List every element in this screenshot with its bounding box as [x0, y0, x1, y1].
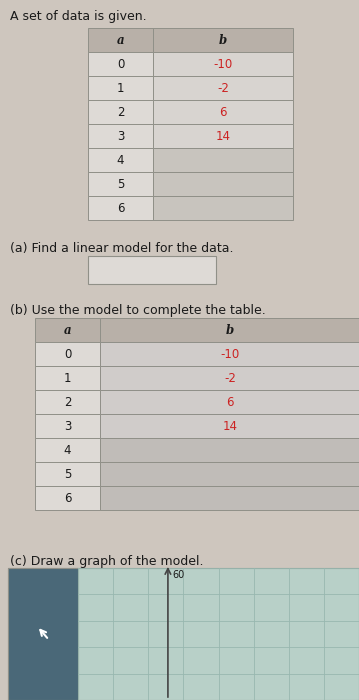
Bar — [88, 148, 153, 172]
Text: -2: -2 — [217, 81, 229, 94]
Text: 2: 2 — [64, 395, 71, 409]
Bar — [35, 366, 100, 390]
Text: 6: 6 — [226, 395, 234, 409]
Text: -10: -10 — [213, 57, 233, 71]
Bar — [88, 100, 153, 124]
Text: 3: 3 — [64, 419, 71, 433]
Bar — [88, 256, 216, 284]
Bar — [35, 390, 100, 414]
Bar — [35, 486, 100, 510]
Bar — [35, 414, 100, 438]
Text: (c) Draw a graph of the model.: (c) Draw a graph of the model. — [10, 555, 204, 568]
Text: 3: 3 — [117, 130, 124, 143]
Text: 1: 1 — [64, 372, 71, 384]
Bar — [35, 318, 100, 342]
Text: 6: 6 — [219, 106, 227, 118]
Text: 2: 2 — [117, 106, 124, 118]
Bar — [88, 196, 153, 220]
Bar — [100, 342, 359, 366]
Text: a: a — [117, 34, 124, 46]
Text: 14: 14 — [215, 130, 230, 143]
Bar — [35, 462, 100, 486]
Text: 4: 4 — [64, 444, 71, 456]
Text: 6: 6 — [64, 491, 71, 505]
Text: 4: 4 — [117, 153, 124, 167]
Text: 14: 14 — [223, 419, 238, 433]
Bar — [100, 366, 359, 390]
Text: A set of data is given.: A set of data is given. — [10, 10, 146, 23]
Text: b: b — [226, 323, 234, 337]
Text: 0: 0 — [64, 347, 71, 360]
Text: 5: 5 — [64, 468, 71, 480]
Text: 6: 6 — [117, 202, 124, 214]
Bar — [88, 52, 153, 76]
Bar — [35, 438, 100, 462]
Bar — [88, 76, 153, 100]
Bar — [100, 486, 359, 510]
Text: 0: 0 — [117, 57, 124, 71]
Text: 5: 5 — [117, 178, 124, 190]
Bar — [35, 342, 100, 366]
Bar — [100, 462, 359, 486]
Bar — [153, 28, 293, 52]
Text: -10: -10 — [220, 347, 239, 360]
Bar — [153, 148, 293, 172]
Bar — [100, 438, 359, 462]
Bar — [153, 100, 293, 124]
Bar — [8, 568, 78, 700]
Bar — [153, 172, 293, 196]
Text: (b) Use the model to complete the table.: (b) Use the model to complete the table. — [10, 304, 266, 317]
Bar — [88, 124, 153, 148]
Text: 60: 60 — [172, 570, 184, 580]
Bar — [100, 390, 359, 414]
Bar — [100, 318, 359, 342]
Bar — [100, 414, 359, 438]
Bar — [88, 28, 153, 52]
Text: -2: -2 — [224, 372, 236, 384]
Bar — [153, 76, 293, 100]
Bar — [88, 172, 153, 196]
Bar — [153, 124, 293, 148]
Text: (a) Find a linear model for the data.: (a) Find a linear model for the data. — [10, 242, 233, 255]
Text: 1: 1 — [117, 81, 124, 94]
Text: a: a — [64, 323, 71, 337]
Text: b: b — [219, 34, 227, 46]
Bar — [153, 52, 293, 76]
Bar — [153, 196, 293, 220]
Bar — [8, 568, 359, 700]
